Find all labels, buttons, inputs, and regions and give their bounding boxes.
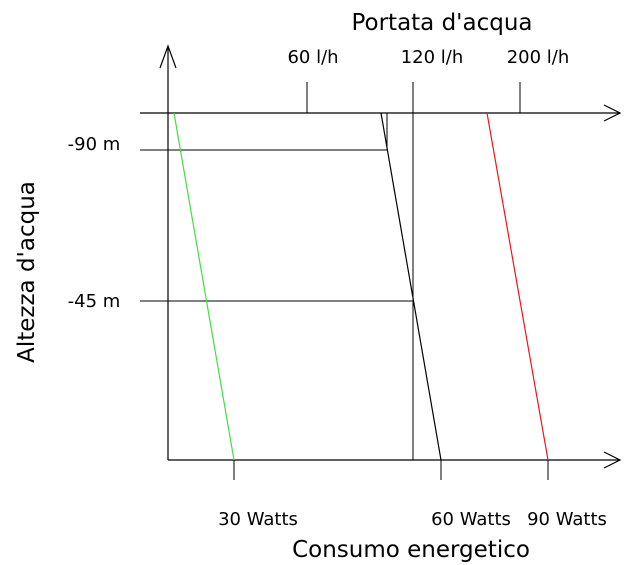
line-30-watts: [173, 112, 235, 461]
tick-label-120lh: 120 l/h: [401, 47, 464, 68]
line-60-watts: [380, 112, 442, 461]
tick-label-30w: 30 Watts: [218, 509, 298, 530]
flow-axis: [140, 104, 622, 122]
flow-axis-title: Portata d'acqua: [351, 10, 532, 36]
tick-label-90w: 90 Watts: [527, 509, 607, 530]
tick-label-45m: -45 m: [68, 291, 121, 312]
tick-label-90m: -90 m: [68, 134, 121, 155]
tick-label-60w: 60 Watts: [431, 509, 511, 530]
energy-axis-title: Consumo energetico: [292, 537, 530, 563]
depth-axis-title: Altezza d'acqua: [14, 181, 40, 363]
tick-label-60lh: 60 l/h: [287, 47, 338, 68]
energy-axis: [168, 451, 622, 469]
line-90-watts: [486, 112, 549, 461]
tick-label-200lh: 200 l/h: [507, 47, 570, 68]
vertical-axis: [159, 44, 177, 460]
